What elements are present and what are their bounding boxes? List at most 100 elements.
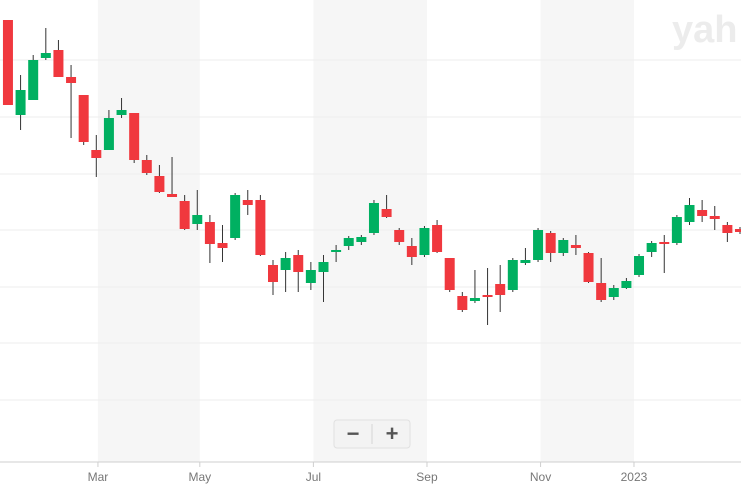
candle-body bbox=[192, 215, 203, 224]
candle bbox=[103, 110, 114, 150]
candle bbox=[394, 228, 405, 245]
candle-body bbox=[570, 245, 581, 248]
candle-body bbox=[419, 228, 430, 255]
candle bbox=[671, 215, 682, 245]
candle-body bbox=[469, 298, 480, 301]
candle-body bbox=[646, 243, 657, 252]
candle bbox=[230, 193, 241, 240]
x-tick-label: May bbox=[188, 470, 211, 484]
candle-body bbox=[659, 242, 670, 244]
candle-body bbox=[381, 209, 392, 217]
candle-body bbox=[596, 283, 607, 300]
candle bbox=[495, 265, 506, 312]
zoom-controls: − + bbox=[333, 419, 411, 449]
candle bbox=[545, 231, 556, 262]
candle bbox=[2, 20, 13, 105]
candle bbox=[482, 268, 493, 325]
candle-body bbox=[15, 90, 26, 115]
candle bbox=[697, 200, 708, 222]
candle-body bbox=[204, 222, 215, 244]
candle bbox=[469, 270, 480, 303]
candle bbox=[570, 235, 581, 255]
shade-band bbox=[540, 0, 634, 462]
candle bbox=[381, 195, 392, 218]
candle-body bbox=[53, 50, 64, 77]
candle bbox=[583, 252, 594, 283]
candle bbox=[533, 228, 544, 262]
candle-body bbox=[141, 160, 152, 173]
candle bbox=[204, 215, 215, 263]
candle bbox=[28, 55, 39, 100]
candle-body bbox=[66, 77, 77, 83]
candle bbox=[91, 135, 102, 177]
candle-body bbox=[242, 200, 253, 205]
candle-body bbox=[406, 246, 417, 257]
candle bbox=[734, 227, 741, 234]
candle-body bbox=[558, 240, 569, 253]
candle-body bbox=[305, 270, 316, 283]
candle-body bbox=[255, 200, 266, 255]
candle bbox=[268, 260, 278, 295]
candle bbox=[167, 157, 178, 197]
candle bbox=[343, 236, 354, 250]
candle-body bbox=[583, 253, 594, 282]
candle-body bbox=[722, 225, 733, 233]
candle bbox=[684, 198, 695, 225]
x-tick-label: 2023 bbox=[621, 470, 648, 484]
shade-band bbox=[97, 0, 200, 462]
candle-body bbox=[533, 230, 544, 260]
candle bbox=[596, 258, 607, 302]
candle-body bbox=[457, 296, 468, 310]
candle-body bbox=[634, 256, 645, 275]
candle-body bbox=[709, 216, 720, 219]
candle-body bbox=[697, 210, 708, 216]
candle bbox=[280, 252, 291, 292]
candle-body bbox=[318, 262, 329, 272]
candle bbox=[444, 258, 455, 292]
candle bbox=[305, 262, 316, 290]
candle bbox=[53, 40, 64, 77]
candle-body bbox=[78, 95, 89, 142]
candle bbox=[66, 65, 77, 138]
candle bbox=[217, 225, 228, 262]
candle-body bbox=[91, 150, 102, 158]
x-tick-label: Mar bbox=[88, 470, 109, 484]
candle-body bbox=[444, 258, 455, 290]
candle-body bbox=[331, 250, 342, 252]
candle bbox=[646, 241, 657, 257]
candle bbox=[558, 238, 569, 256]
candle-body bbox=[520, 260, 531, 263]
candle bbox=[520, 248, 531, 265]
candle bbox=[709, 206, 720, 230]
candle bbox=[621, 278, 632, 289]
candle-body bbox=[154, 176, 165, 192]
candle bbox=[15, 75, 26, 130]
candle-body bbox=[116, 110, 127, 115]
candle bbox=[457, 292, 468, 312]
candle bbox=[634, 254, 645, 277]
candle bbox=[293, 250, 304, 292]
candle-body bbox=[40, 53, 51, 58]
zoom-in-button[interactable]: + bbox=[386, 421, 399, 446]
zoom-out-button[interactable]: − bbox=[347, 421, 360, 446]
candle-body bbox=[621, 281, 632, 288]
candle-body bbox=[217, 243, 228, 248]
candle-body bbox=[432, 225, 443, 252]
candle-body bbox=[482, 295, 493, 297]
grid bbox=[0, 59, 741, 401]
x-tick-label: Sep bbox=[416, 470, 438, 484]
candle-body bbox=[545, 233, 556, 253]
candle bbox=[722, 222, 733, 242]
candle bbox=[255, 195, 266, 256]
candle-body bbox=[495, 284, 506, 295]
candle bbox=[331, 245, 342, 262]
candle bbox=[192, 190, 203, 230]
plot bbox=[2, 20, 741, 325]
candle bbox=[356, 235, 367, 245]
candle bbox=[116, 98, 127, 118]
candle-body bbox=[343, 238, 354, 246]
candle bbox=[318, 255, 329, 302]
candle-body bbox=[507, 260, 518, 290]
